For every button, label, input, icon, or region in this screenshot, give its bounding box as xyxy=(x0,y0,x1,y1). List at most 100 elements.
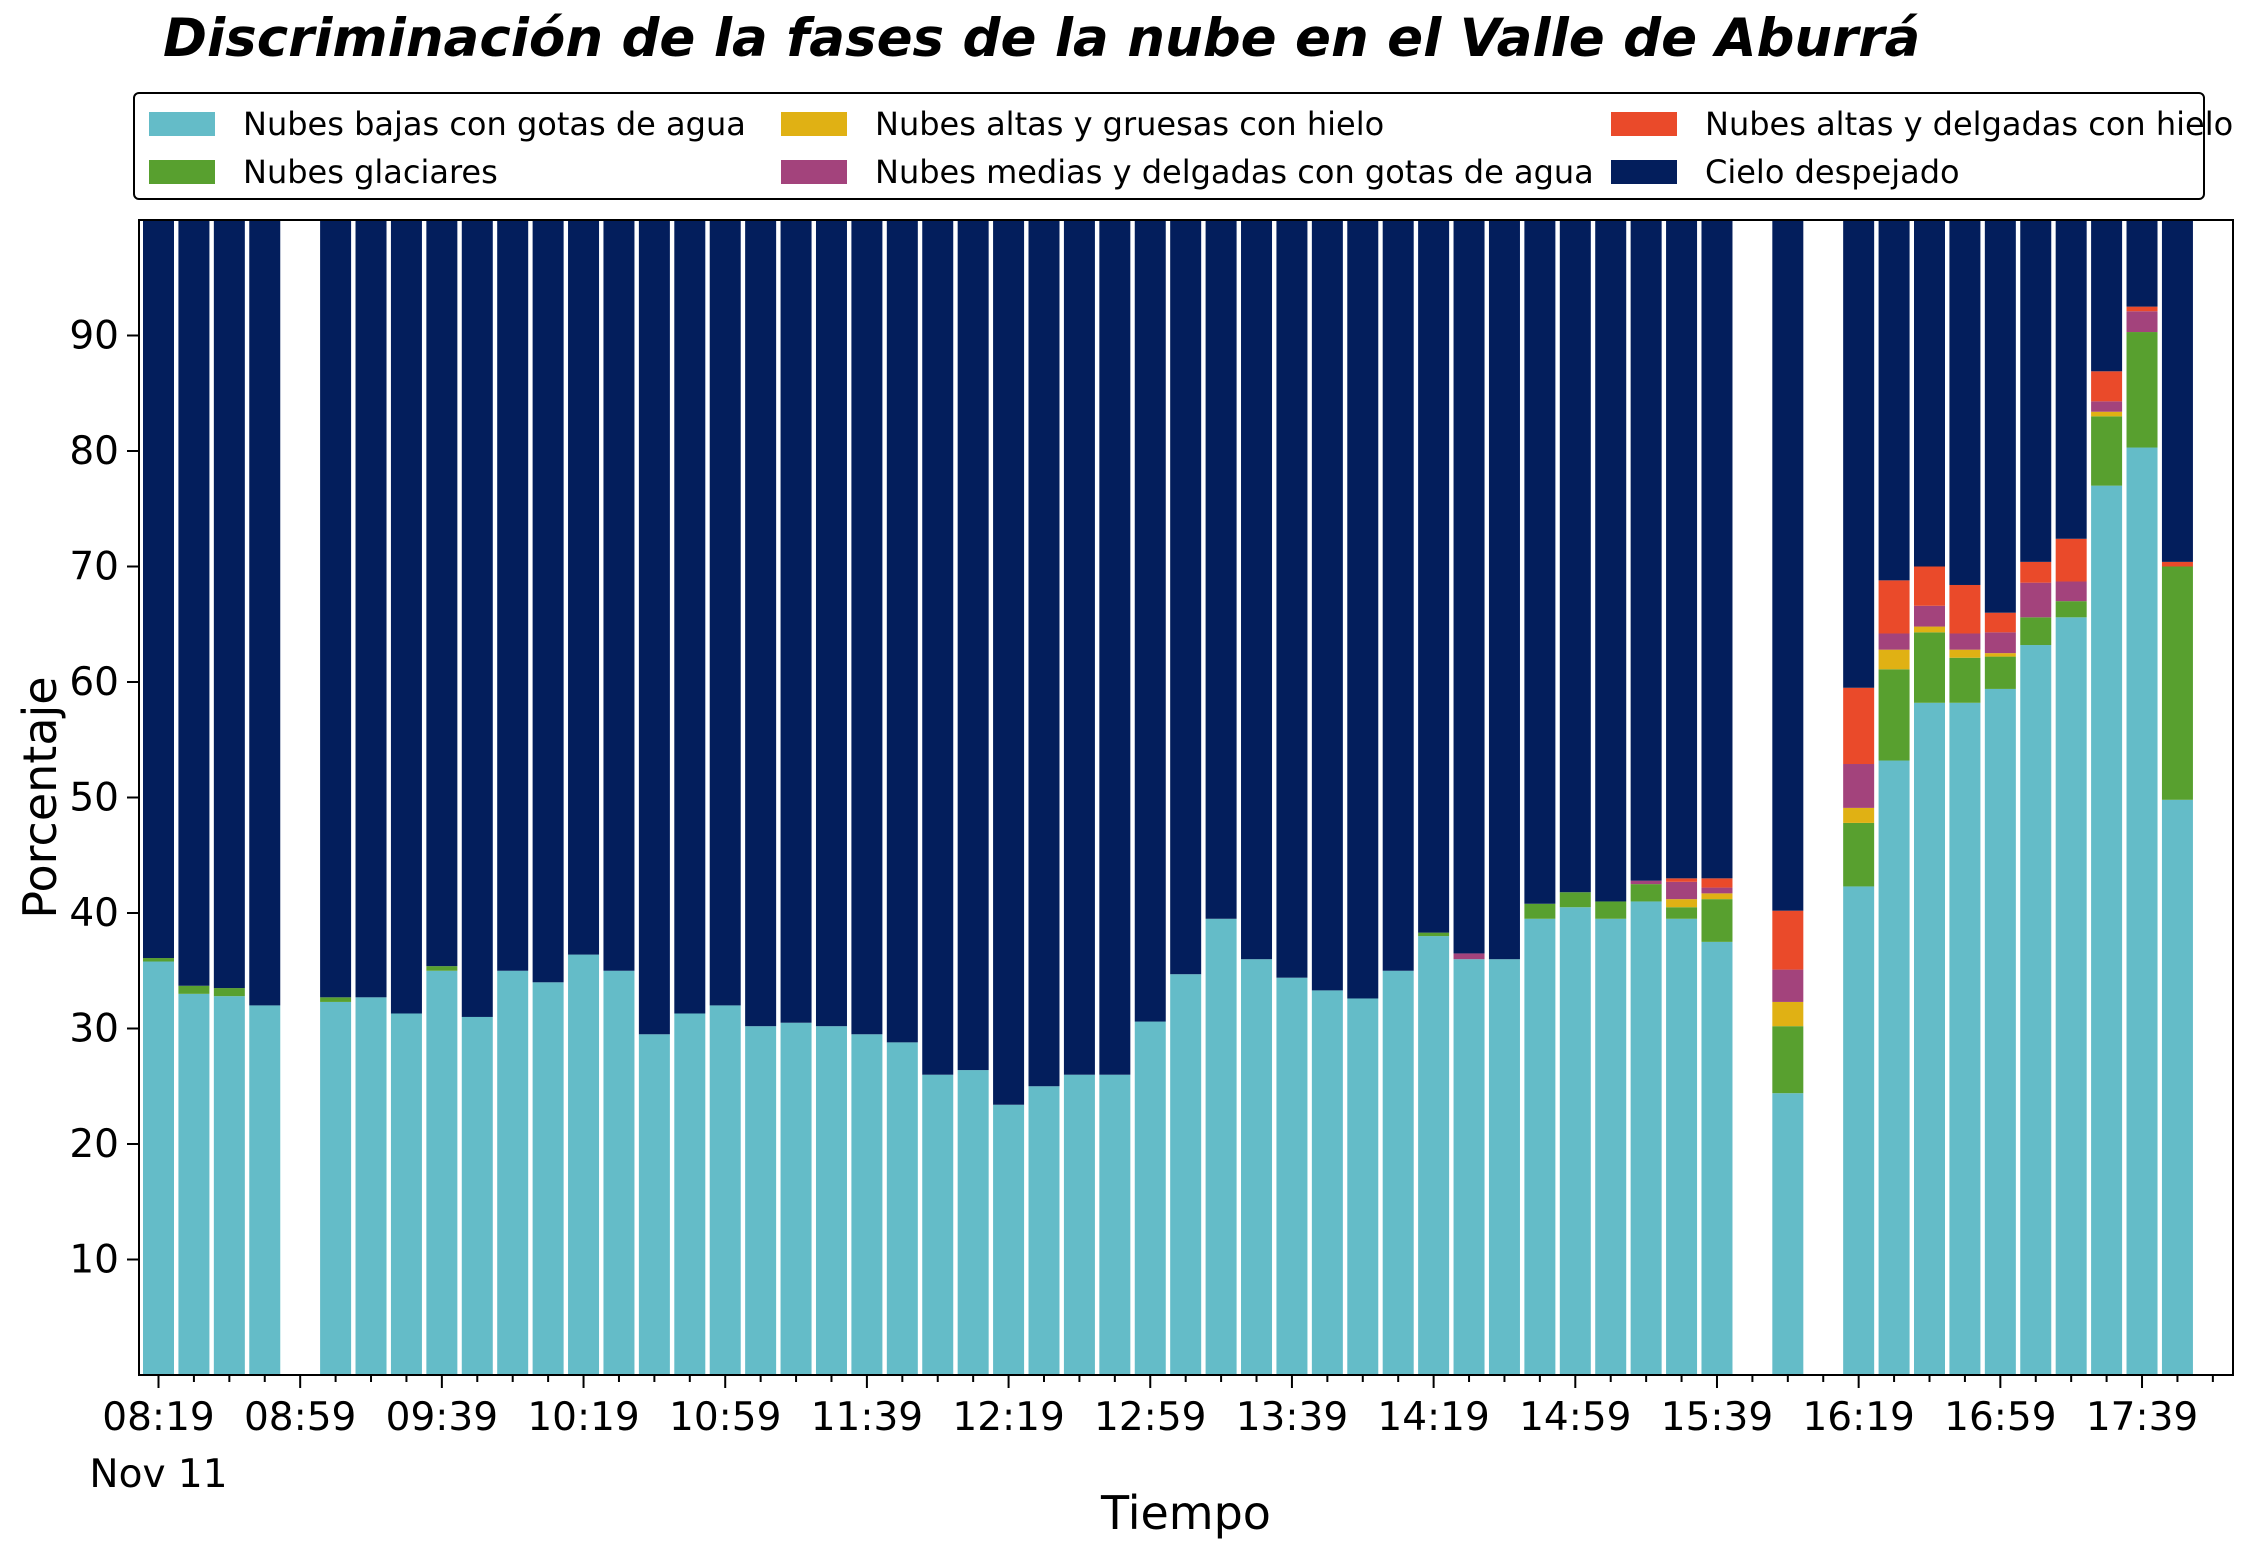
bar-segment-clear_sky-29 xyxy=(1170,220,1202,975)
bar-segment-clear_sky-36 xyxy=(1418,220,1450,933)
bar-segment-mid_thin_water-51 xyxy=(1949,633,1981,650)
bar-segment-low_water-41 xyxy=(1595,918,1627,1375)
bar-segment-low_water-50 xyxy=(1914,702,1945,1375)
x-axis: 08:19 08:59 09:39 10:19 10:59 11:39 12:19 12:59… xyxy=(102,1375,2214,1440)
bar-segment-mid_thin_water-56 xyxy=(2126,311,2158,333)
bar-segment-clear_sky-31 xyxy=(1241,220,1273,960)
bar-segment-low_water-5 xyxy=(320,1001,352,1375)
y-tick-label: 10 xyxy=(69,1238,119,1283)
x-date-label: Nov 11 xyxy=(89,1452,227,1497)
y-tick-label: 30 xyxy=(69,1007,119,1052)
bar-segment-clear_sky-57 xyxy=(2161,220,2193,562)
bar-segment-high_thin_ice-56 xyxy=(2126,306,2158,312)
bar-segment-clear_sky-7 xyxy=(390,220,422,1014)
bar-segment-low_water-25 xyxy=(1028,1086,1060,1375)
y-tick-label: 20 xyxy=(69,1122,119,1167)
bar-segment-mid_thin_water-52 xyxy=(1984,632,2016,654)
bar-segment-mid_thin_water-44 xyxy=(1701,887,1733,894)
bar-segment-low_water-3 xyxy=(249,1005,281,1375)
bar-segment-glacial-2 xyxy=(213,988,245,997)
bar-segment-clear_sky-17 xyxy=(745,220,777,1027)
bar-segment-low_water-53 xyxy=(2020,645,2052,1375)
x-axis-title: Tiempo xyxy=(1100,1486,1271,1540)
bar-segment-clear_sky-14 xyxy=(638,220,670,1035)
bar-segment-low_water-40 xyxy=(1559,907,1591,1375)
bar-segment-low_water-29 xyxy=(1170,974,1202,1375)
bar-segment-high_thick_ice-44 xyxy=(1701,893,1733,900)
bar-segment-low_water-46 xyxy=(1772,1093,1804,1375)
bar-segment-low_water-49 xyxy=(1878,760,1910,1375)
bar-segment-high_thin_ice-57 xyxy=(2161,561,2193,567)
bar-segment-high_thin_ice-43 xyxy=(1666,878,1698,882)
legend-label: Nubes medias y delgadas con gotas de agu… xyxy=(875,153,1594,191)
bar-segment-clear_sky-18 xyxy=(780,220,812,1023)
bar-segment-low_water-28 xyxy=(1134,1021,1166,1375)
x-tick-label: 12:19 xyxy=(952,1395,1064,1440)
bar-segment-clear_sky-25 xyxy=(1028,220,1060,1087)
bar-segment-low_water-0 xyxy=(143,961,174,1375)
bar-segment-clear_sky-13 xyxy=(603,220,635,971)
bar-segment-low_water-38 xyxy=(1488,959,1520,1375)
bar-segment-clear_sky-5 xyxy=(320,220,352,998)
bar-segment-clear_sky-26 xyxy=(1063,220,1095,1075)
bar-segment-clear_sky-10 xyxy=(497,220,529,971)
bar-segment-high_thick_ice-49 xyxy=(1878,649,1910,670)
bar-segment-mid_thin_water-50 xyxy=(1914,605,1945,627)
bar-segment-clear_sky-53 xyxy=(2020,220,2052,562)
bar-segment-low_water-13 xyxy=(603,970,635,1375)
bar-segment-low_water-56 xyxy=(2126,447,2158,1375)
bar-segment-clear_sky-20 xyxy=(851,220,883,1035)
y-axis-title: Porcentaje xyxy=(13,676,67,918)
bar-segment-clear_sky-6 xyxy=(355,220,387,998)
bar-segment-glacial-5 xyxy=(320,997,352,1002)
bar-segment-low_water-30 xyxy=(1205,918,1237,1375)
bar-segment-clear_sky-41 xyxy=(1595,220,1627,902)
bar-segment-clear_sky-55 xyxy=(2091,220,2123,372)
bar-segment-low_water-31 xyxy=(1241,959,1273,1375)
bar-segment-clear_sky-8 xyxy=(426,220,458,967)
bar-segment-low_water-19 xyxy=(815,1026,847,1375)
bar-segment-glacial-46 xyxy=(1772,1026,1804,1094)
bar-segment-high_thin_ice-52 xyxy=(1984,612,2016,633)
bar-segment-low_water-44 xyxy=(1701,941,1733,1375)
bar-segment-clear_sky-19 xyxy=(815,220,847,1027)
bar-segment-low_water-20 xyxy=(851,1034,883,1375)
bar-segment-glacial-52 xyxy=(1984,656,2016,689)
bar-segment-low_water-1 xyxy=(178,993,210,1375)
bar-segment-glacial-1 xyxy=(178,985,210,994)
bar-segment-clear_sky-0 xyxy=(143,220,174,959)
legend-swatch-low-water xyxy=(149,112,215,136)
x-tick-label: 08:19 xyxy=(102,1395,214,1440)
bar-segment-low_water-11 xyxy=(532,982,564,1375)
bar-segment-mid_thin_water-37 xyxy=(1453,953,1485,960)
x-tick-label: 08:59 xyxy=(244,1395,356,1440)
bar-segment-low_water-57 xyxy=(2161,799,2193,1375)
bar-segment-clear_sky-42 xyxy=(1630,220,1662,881)
legend-item-mid-thin-water: Nubes medias y delgadas con gotas de agu… xyxy=(781,152,1594,192)
x-tick-label: 14:59 xyxy=(1519,1395,1631,1440)
bar-segment-low_water-23 xyxy=(957,1070,989,1375)
bar-segment-clear_sky-54 xyxy=(2055,220,2087,539)
bar-segment-clear_sky-22 xyxy=(922,220,954,1075)
bar-segment-low_water-52 xyxy=(1984,688,2016,1375)
bar-segment-low_water-16 xyxy=(709,1005,741,1375)
bar-segment-high_thin_ice-55 xyxy=(2091,371,2123,402)
bar-segment-clear_sky-35 xyxy=(1382,220,1414,971)
chart-title: Discriminación de la fases de la nube en… xyxy=(163,8,1921,69)
bar-segment-clear_sky-49 xyxy=(1878,220,1910,581)
bar-segment-mid_thin_water-42 xyxy=(1630,880,1662,885)
x-tick-label: 15:39 xyxy=(1661,1395,1773,1440)
bar-segment-low_water-7 xyxy=(390,1013,422,1375)
bar-segment-low_water-15 xyxy=(674,1013,706,1375)
bar-segment-high_thin_ice-54 xyxy=(2055,538,2087,582)
bar-segment-clear_sky-44 xyxy=(1701,220,1733,879)
bar-segment-low_water-8 xyxy=(426,970,458,1375)
x-tick-label: 12:59 xyxy=(1094,1395,1206,1440)
bars-layer xyxy=(143,220,2193,1375)
bar-segment-low_water-37 xyxy=(1453,959,1485,1375)
bar-segment-glacial-48 xyxy=(1843,822,1875,887)
bar-segment-glacial-42 xyxy=(1630,884,1662,902)
bar-segment-clear_sky-12 xyxy=(568,220,600,955)
bar-segment-glacial-44 xyxy=(1701,899,1733,942)
y-tick-label: 40 xyxy=(69,891,119,936)
